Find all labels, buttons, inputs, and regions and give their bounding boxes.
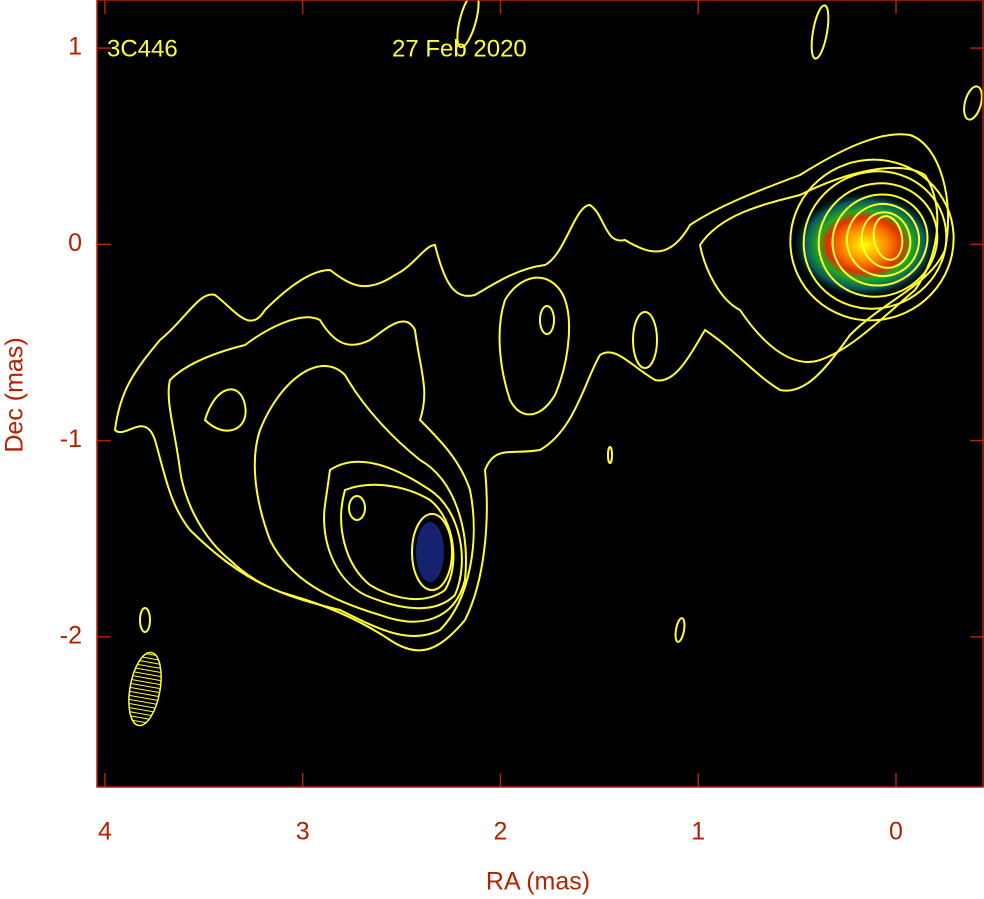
- contour: [817, 182, 939, 298]
- contour: [203, 388, 247, 432]
- contour: [632, 311, 658, 369]
- contour: [348, 495, 366, 521]
- contour: [802, 170, 948, 310]
- contour: [340, 483, 455, 601]
- contour: [323, 460, 463, 610]
- contour: [810, 4, 830, 60]
- contour: [139, 607, 151, 633]
- x-tick-label: 0: [889, 818, 903, 846]
- contour: [674, 617, 686, 643]
- contours: [113, 0, 983, 727]
- contour: [698, 166, 939, 363]
- contour: [860, 211, 912, 269]
- y-tick-label: 0: [68, 229, 82, 257]
- y-axis-label: Dec (mas): [1, 337, 29, 452]
- x-axis-label: RA (mas): [486, 868, 590, 896]
- contour: [789, 158, 955, 322]
- y-tick-label: -1: [60, 425, 82, 453]
- contour: [253, 365, 467, 623]
- y-tick-label: 1: [68, 33, 82, 61]
- plot-area: [97, 0, 984, 787]
- contour: [872, 215, 904, 261]
- contour: [456, 0, 480, 49]
- beam: [128, 651, 162, 727]
- x-tick-label: 3: [296, 818, 310, 846]
- knot-emission: [416, 522, 444, 582]
- x-tick-label: 1: [691, 818, 705, 846]
- x-tick-label: 2: [493, 818, 507, 846]
- date: 27 Feb 2020: [392, 35, 527, 62]
- contour: [167, 316, 475, 638]
- contour: [607, 446, 613, 464]
- contour: [846, 203, 920, 277]
- contour: [831, 193, 929, 287]
- contour: [963, 85, 983, 121]
- x-tick-label: 4: [98, 818, 112, 846]
- y-tick-label: -2: [60, 621, 82, 649]
- contour: [411, 513, 453, 591]
- contour: [539, 305, 555, 335]
- source-name: 3C446: [107, 35, 178, 62]
- plot-frame: [96, 0, 984, 788]
- contour: [498, 276, 570, 416]
